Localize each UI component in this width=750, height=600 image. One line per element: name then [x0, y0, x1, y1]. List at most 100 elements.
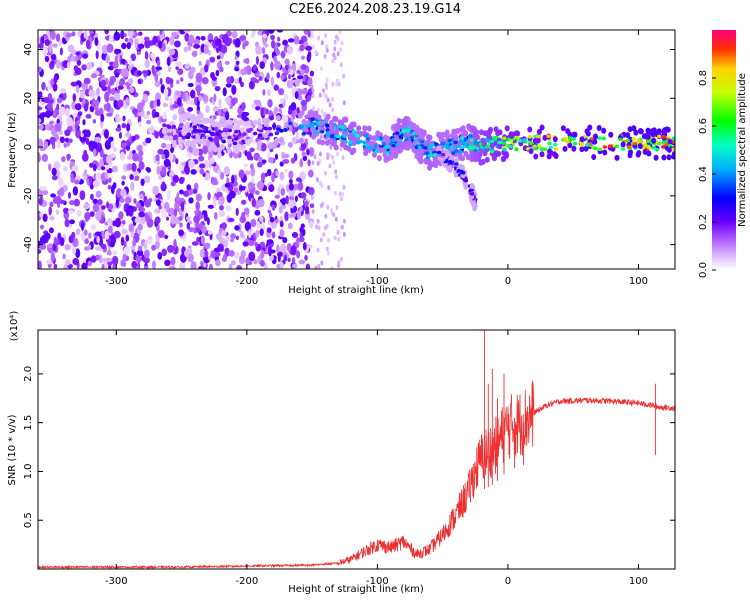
heatmap-cell — [44, 39, 51, 47]
heatmap-cell — [181, 136, 186, 140]
heatmap-cell — [602, 145, 607, 149]
heatmap-cell — [271, 124, 277, 128]
heatmap-cell — [672, 147, 675, 152]
heatmap-cell — [562, 145, 568, 152]
heatmap-cell — [60, 88, 67, 94]
heatmap-cell — [161, 153, 166, 160]
heatmap-cell — [174, 40, 181, 48]
heatmap-cell — [67, 192, 72, 199]
heatmap-cell — [246, 129, 252, 133]
heatmap-cell — [181, 113, 187, 120]
heatmap-cell — [185, 111, 191, 118]
heatmap-cell — [123, 246, 130, 255]
heatmap-cell — [79, 190, 86, 201]
heatmap-cell — [249, 147, 255, 153]
heatmap-cell — [175, 90, 182, 97]
heatmap-cell — [155, 154, 160, 162]
heatmap-cell — [391, 143, 396, 148]
heatmap-cell — [300, 64, 307, 70]
heatmap-cell — [334, 190, 338, 196]
heatmap-cell — [325, 133, 330, 138]
heatmap-cell — [282, 39, 289, 46]
heatmap-cell — [231, 84, 237, 95]
x-tick-label: 100 — [629, 276, 648, 287]
heatmap-cell — [433, 142, 438, 146]
heatmap-cell — [391, 123, 397, 130]
heatmap-cell — [644, 132, 650, 139]
heatmap-cell — [250, 167, 256, 177]
heatmap-cell — [369, 140, 375, 147]
heatmap-cell — [259, 259, 265, 267]
heatmap-cell — [121, 122, 127, 129]
heatmap-cell — [327, 250, 331, 256]
heatmap-cell — [55, 59, 61, 70]
heatmap-cell — [225, 83, 232, 88]
heatmap-cell — [170, 215, 177, 225]
heatmap-cell — [342, 137, 347, 141]
heatmap-cell — [333, 39, 337, 45]
heatmap-cell — [169, 36, 175, 46]
heatmap-cell — [284, 211, 289, 222]
heatmap-cell — [111, 165, 119, 173]
heatmap-cell — [218, 210, 226, 218]
heatmap-cell — [631, 137, 636, 141]
heatmap-cell — [81, 221, 85, 231]
heatmap-cell — [180, 77, 184, 82]
heatmap-cell — [228, 250, 235, 257]
heatmap-cell — [257, 133, 263, 137]
heatmap-cell — [125, 144, 131, 151]
heatmap-cell — [455, 128, 461, 134]
heatmap-cell — [300, 192, 307, 199]
heatmap-cell — [592, 138, 598, 145]
heatmap-cell — [200, 235, 205, 245]
heatmap-cell — [172, 142, 178, 149]
heatmap-cell — [88, 232, 92, 239]
heatmap-cell — [654, 147, 660, 152]
heatmap-cell — [59, 136, 65, 144]
heatmap-cell — [57, 177, 64, 187]
heatmap-cell — [154, 216, 161, 224]
heatmap-cell — [166, 56, 171, 67]
heatmap-cell — [309, 126, 315, 133]
heatmap-cell — [339, 256, 343, 262]
heatmap-cell — [238, 255, 246, 265]
heatmap-cell — [122, 115, 126, 122]
x-tick-label: -200 — [236, 276, 259, 287]
heatmap-cell — [276, 244, 280, 253]
heatmap-cell — [625, 132, 631, 139]
heatmap-cell — [191, 50, 198, 58]
colorbar-tick-label: 0.2 — [698, 214, 709, 230]
heatmap-cell — [229, 104, 233, 110]
heatmap-cell — [204, 172, 211, 181]
heatmap-cell — [154, 208, 159, 214]
heatmap-cell — [515, 136, 520, 140]
heatmap-cell — [144, 39, 151, 49]
heatmap-cell — [268, 116, 275, 121]
heatmap-cell — [193, 215, 200, 224]
heatmap-cell — [625, 138, 630, 143]
heatmap-cell — [468, 134, 473, 138]
heatmap-cell — [204, 64, 209, 73]
heatmap-cell — [338, 30, 342, 35]
heatmap-cell — [331, 58, 335, 64]
heatmap-cell — [144, 212, 148, 219]
heatmap-cell — [419, 135, 425, 142]
heatmap-cell — [259, 228, 264, 236]
heatmap-cell — [103, 129, 109, 139]
heatmap-cell — [597, 147, 603, 152]
heatmap-cell — [94, 136, 101, 143]
heatmap-cell — [177, 68, 184, 76]
heatmap-cell — [205, 104, 210, 114]
heatmap-cell — [126, 123, 131, 132]
heatmap-cell — [239, 230, 244, 239]
heatmap-cell — [245, 57, 250, 65]
heatmap-cell — [316, 247, 320, 253]
heatmap-cell — [325, 124, 330, 128]
heatmap-cell — [270, 61, 274, 71]
heatmap-cell — [266, 72, 270, 80]
heatmap-cell — [50, 252, 55, 263]
heatmap-cell — [157, 148, 165, 155]
heatmap-cell — [137, 43, 145, 50]
heatmap-cell — [265, 108, 269, 115]
heatmap-cell — [322, 88, 325, 94]
